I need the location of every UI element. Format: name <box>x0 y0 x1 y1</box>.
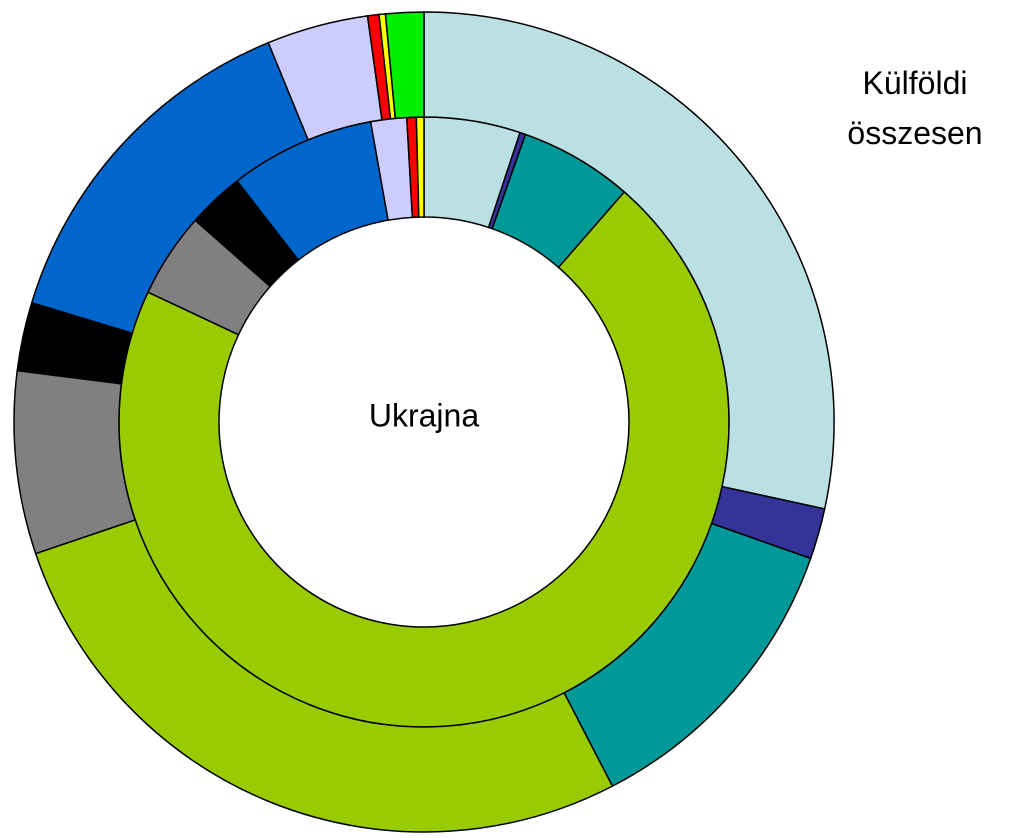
donut-slice <box>423 11 835 510</box>
donut-slice <box>384 11 425 120</box>
inner-series-label: Ukrajna <box>369 397 479 433</box>
donut-slice <box>13 369 137 555</box>
outer-series-label: Külföldi összesen <box>847 65 983 151</box>
donut-slice <box>34 518 614 833</box>
